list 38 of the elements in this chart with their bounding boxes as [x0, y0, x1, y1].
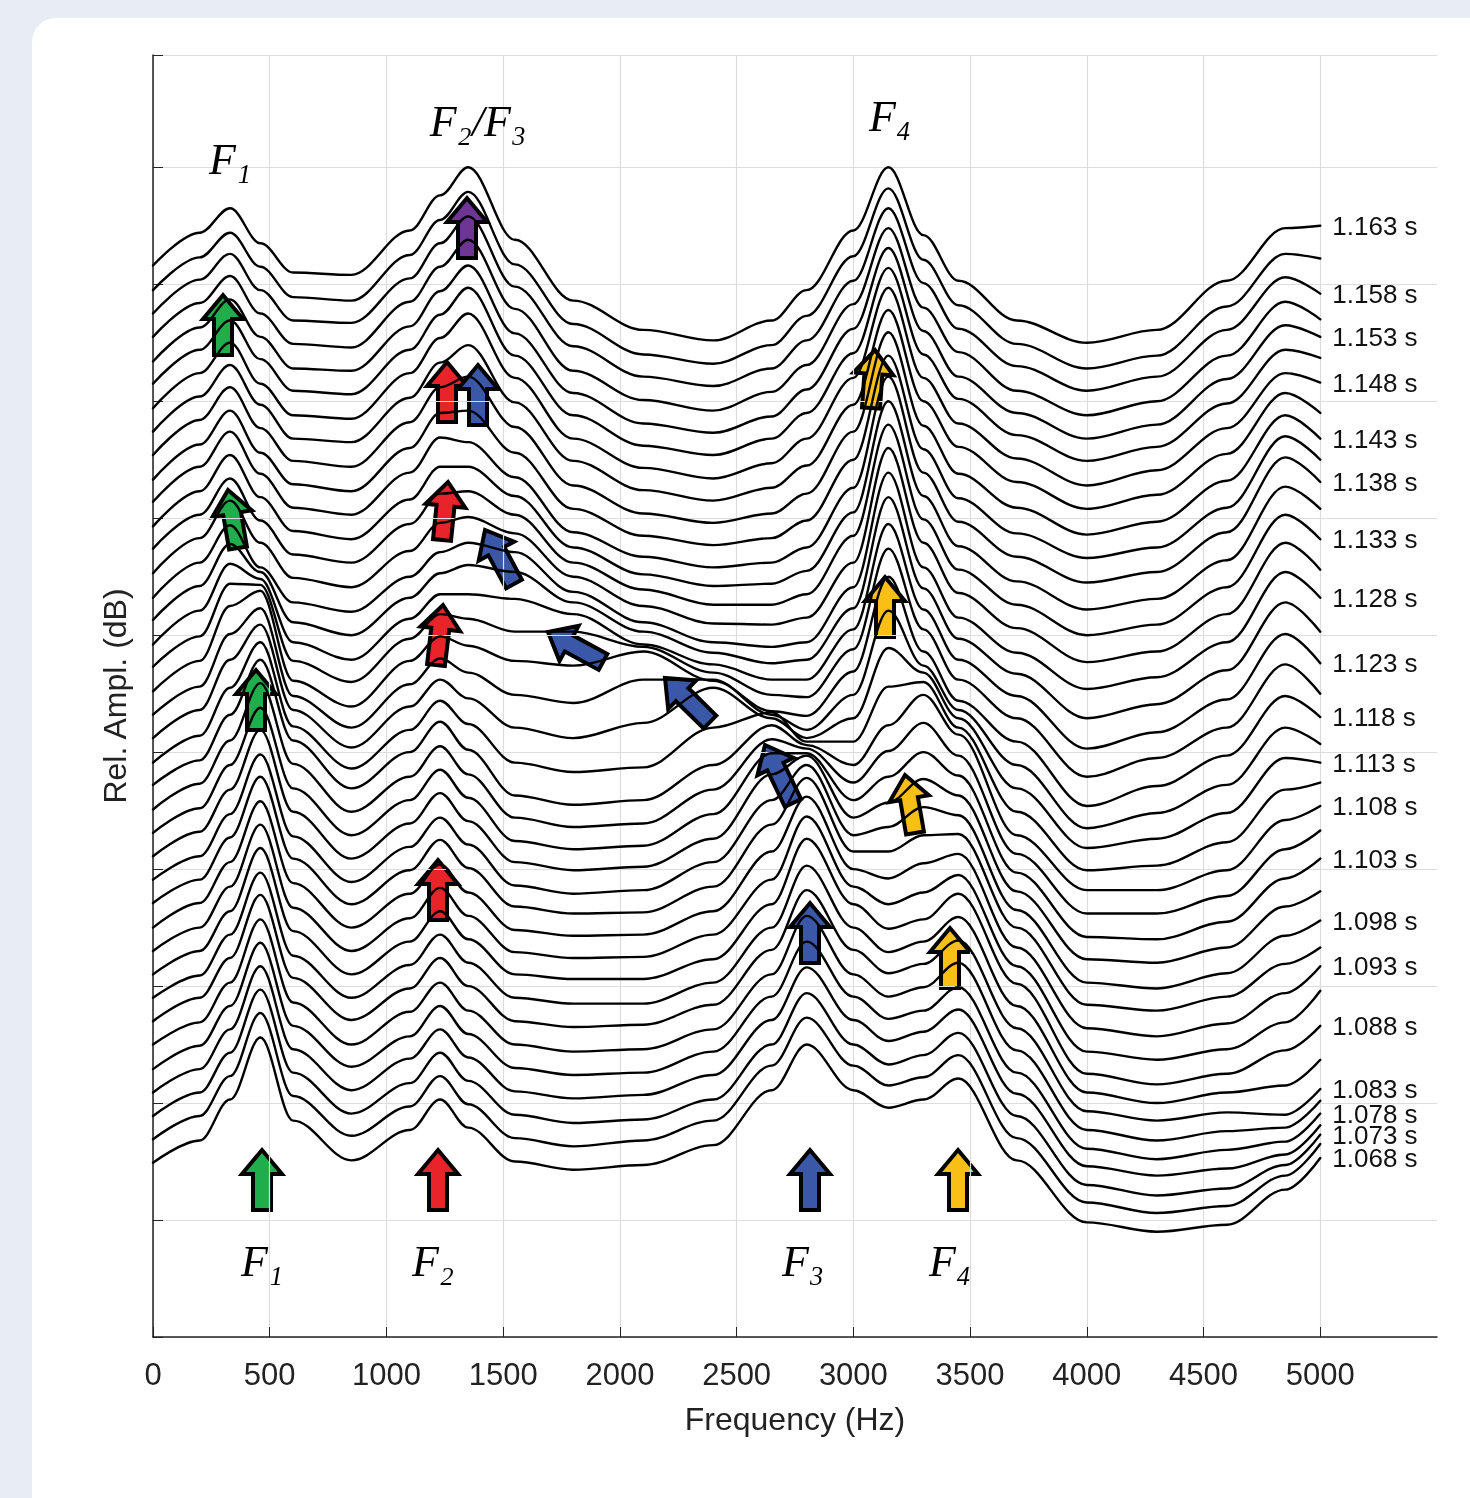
- series-label: 1.148 s: [1332, 367, 1418, 398]
- annotation: F₁: [240, 1237, 284, 1286]
- series-label: 1.098 s: [1332, 905, 1418, 936]
- series-label: 1.118 s: [1332, 702, 1416, 733]
- x-tick-label: 500: [243, 1357, 296, 1392]
- series-label: 1.108 s: [1332, 790, 1418, 821]
- x-tick-label: 2500: [702, 1357, 772, 1392]
- annotation: F₄: [928, 1237, 972, 1286]
- series-label: 1.133 s: [1332, 524, 1418, 555]
- series-label: 1.088 s: [1332, 1010, 1418, 1041]
- x-tick-label: 2000: [585, 1357, 655, 1392]
- series-label: 1.158 s: [1332, 278, 1418, 309]
- series-label: 1.068 s: [1332, 1143, 1418, 1174]
- series-label: 1.163 s: [1332, 210, 1418, 241]
- x-tick-label: 5000: [1285, 1357, 1355, 1392]
- annotation: F₃: [781, 1237, 825, 1286]
- series-label: 1.103 s: [1332, 843, 1418, 874]
- x-tick-label: 4000: [1052, 1357, 1122, 1392]
- x-tick-label: 3500: [935, 1357, 1005, 1392]
- series-label: 1.083 s: [1332, 1074, 1418, 1105]
- series-label: 1.143 s: [1332, 423, 1418, 454]
- x-tick-label: 4500: [1169, 1357, 1239, 1392]
- y-axis-title: Rel. Ampl. (dB): [97, 588, 133, 804]
- text: F₄: [868, 92, 912, 141]
- x-tick-label: 3000: [818, 1357, 888, 1392]
- series-label: 1.138 s: [1332, 466, 1418, 497]
- x-tick-label: 1500: [468, 1357, 538, 1392]
- x-tick-label: 0: [144, 1357, 162, 1392]
- annotation: F₂: [411, 1237, 455, 1286]
- series-label: 1.113 s: [1332, 747, 1416, 778]
- x-tick-label: 1000: [351, 1357, 421, 1392]
- series-label: 1.093 s: [1332, 951, 1418, 982]
- series-label: 1.128 s: [1332, 582, 1418, 613]
- series-label: 1.153 s: [1332, 321, 1418, 352]
- text: F₂/F₃: [429, 97, 527, 146]
- x-axis-title: Frequency (Hz): [684, 1401, 906, 1437]
- series-label: 1.123 s: [1332, 648, 1418, 679]
- annotation: F₁: [208, 135, 252, 184]
